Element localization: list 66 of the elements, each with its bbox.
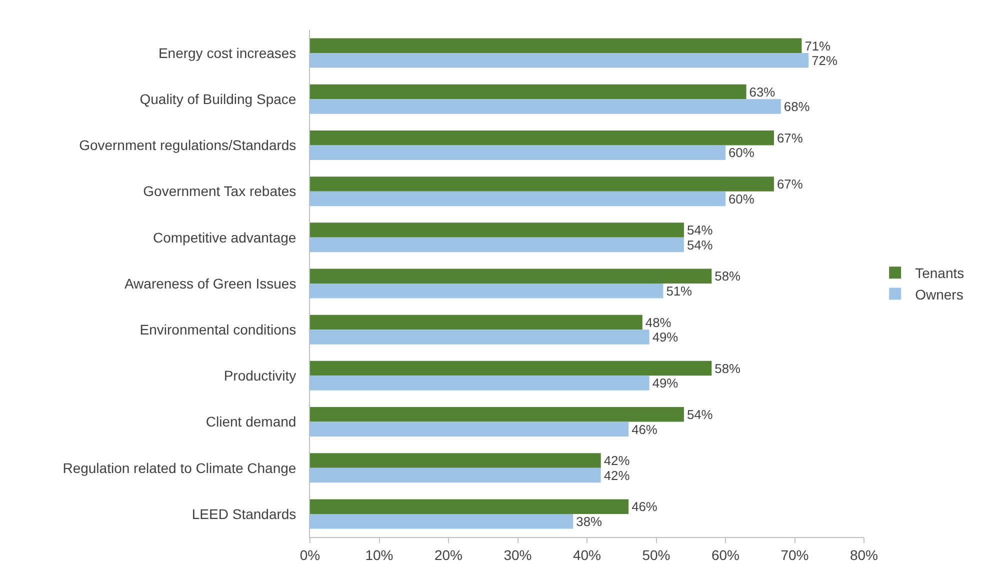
x-tick-label: 40% bbox=[572, 546, 602, 563]
data-label: 60% bbox=[728, 145, 754, 160]
data-label: 42% bbox=[604, 453, 630, 468]
y-tick-label: Awareness of Green Issues bbox=[124, 275, 296, 292]
x-tick-label: 20% bbox=[434, 546, 463, 563]
bar bbox=[310, 222, 684, 238]
data-label: 46% bbox=[632, 422, 658, 437]
bar bbox=[310, 38, 802, 54]
bar bbox=[310, 130, 774, 146]
data-label: 68% bbox=[784, 99, 810, 114]
data-label: 72% bbox=[812, 53, 838, 68]
y-tick-label: Productivity bbox=[224, 368, 296, 384]
bar bbox=[310, 407, 684, 422]
bar bbox=[310, 468, 601, 483]
bar bbox=[310, 330, 650, 344]
bar bbox=[310, 284, 664, 298]
data-label: 58% bbox=[714, 360, 740, 376]
bar bbox=[310, 453, 601, 468]
x-tick-label: 10% bbox=[365, 546, 394, 563]
y-tick-label: Client demand bbox=[206, 414, 296, 430]
data-label: 48% bbox=[645, 314, 672, 330]
data-label: 49% bbox=[652, 376, 678, 391]
data-label: 60% bbox=[728, 191, 754, 206]
bar bbox=[310, 53, 809, 68]
x-tick-label: 80% bbox=[850, 546, 878, 563]
data-label: 38% bbox=[576, 514, 602, 529]
legend-label: Tenants bbox=[915, 265, 964, 282]
x-tick-label: 50% bbox=[642, 546, 670, 563]
bar bbox=[310, 268, 712, 284]
bar bbox=[310, 84, 746, 100]
data-label: 42% bbox=[604, 468, 630, 483]
data-label: 71% bbox=[804, 38, 831, 54]
data-label: 54% bbox=[686, 222, 713, 238]
bar bbox=[310, 176, 774, 192]
data-label: 58% bbox=[714, 268, 740, 284]
bar bbox=[310, 360, 712, 376]
data-label: 54% bbox=[686, 407, 713, 422]
x-tick-label: 30% bbox=[504, 546, 532, 563]
x-tick-label: 60% bbox=[711, 546, 740, 563]
bar bbox=[310, 499, 629, 514]
x-tick-label: 70% bbox=[780, 546, 809, 563]
bar bbox=[310, 145, 726, 160]
data-label: 67% bbox=[776, 130, 803, 146]
bar bbox=[310, 514, 574, 529]
bar bbox=[310, 237, 684, 252]
data-label: 49% bbox=[652, 330, 678, 345]
data-label: 67% bbox=[776, 176, 803, 192]
legend-label: Owners bbox=[915, 286, 964, 302]
y-tick-label: Competitive advantage bbox=[152, 229, 296, 246]
data-label: 54% bbox=[686, 237, 713, 252]
y-tick-label: Government Tax rebates bbox=[143, 183, 296, 200]
y-tick-label: Environmental conditions bbox=[140, 321, 296, 338]
bar bbox=[310, 422, 629, 437]
y-tick-label: Government regulations/Standards bbox=[79, 137, 296, 154]
bar bbox=[310, 99, 781, 114]
data-label: 51% bbox=[666, 283, 692, 298]
y-tick-label: Regulation related to Climate Change bbox=[62, 460, 296, 476]
y-tick-label: Quality of Building Space bbox=[140, 91, 296, 108]
x-tick-label: 0% bbox=[300, 546, 320, 563]
y-tick-label: LEED Standards bbox=[192, 506, 296, 522]
bar bbox=[310, 376, 650, 390]
bar bbox=[310, 191, 726, 206]
data-label: 63% bbox=[749, 84, 776, 100]
data-label: 46% bbox=[632, 499, 658, 514]
bar bbox=[310, 314, 642, 330]
y-tick-label: Energy cost increases bbox=[158, 44, 296, 61]
